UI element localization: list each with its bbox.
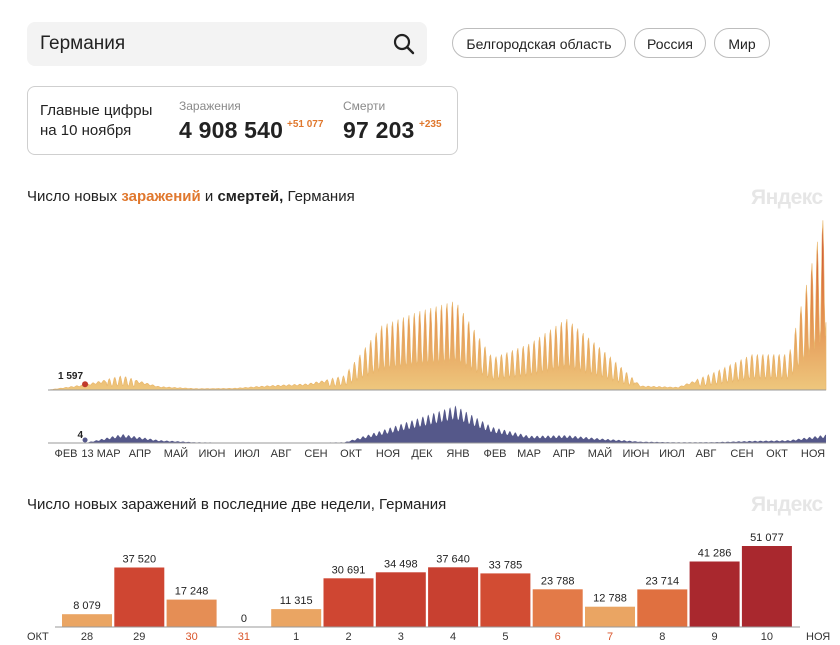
timeline-month-label: СЕН (730, 448, 753, 460)
cases-value: 4 908 540 (179, 117, 284, 143)
summary-title-date: на 10 ноября (40, 122, 132, 139)
bar-day-label: 30 (185, 631, 197, 643)
bar-day-label: 31 (238, 631, 250, 643)
bar-value-label: 34 498 (384, 558, 418, 570)
region-button-world[interactable]: Мир (714, 28, 770, 58)
cases-marker-label: 1 597 (58, 371, 83, 382)
bar-day-label: 5 (502, 631, 508, 643)
bar-day-label: 6 (555, 631, 561, 643)
bar-9 (689, 561, 740, 627)
bar-day-label: 1 (293, 631, 299, 643)
timeline-month-label: ФЕВ (54, 448, 77, 460)
yandex-watermark: Яндекс (751, 186, 823, 209)
bar-value-label: 8 079 (73, 600, 101, 612)
deaths-value: 97 203 (343, 117, 415, 143)
bar-value-label: 23 788 (541, 575, 575, 587)
timeline-month-label: НОЯ (801, 448, 825, 460)
timeline-month-label: ЯНВ (446, 448, 469, 460)
bar-8 (637, 589, 688, 627)
bar-value-label: 30 691 (332, 564, 366, 576)
timeline-month-label: МАЙ (588, 447, 612, 460)
region-button-belgorod[interactable]: Белгородская область (452, 28, 626, 58)
summary-title: Главные цифры на 10 ноября (40, 101, 152, 141)
deaths-marker-label: 4 (77, 430, 83, 441)
deaths-marker (82, 437, 88, 443)
chart1-title-deaths: смертей, (217, 188, 284, 205)
bar-value-label: 23 714 (645, 575, 679, 587)
bar-10 (741, 546, 792, 627)
timeline-month-label: АПР (129, 448, 151, 460)
bar-7 (585, 606, 635, 627)
search-icon[interactable] (393, 33, 415, 55)
bar-value-label: 37 520 (122, 554, 156, 566)
summary-card: Главные цифры на 10 ноября Заражения 4 9… (27, 86, 458, 155)
bar-value-label: 17 248 (175, 586, 209, 598)
deaths-delta: +235 (419, 119, 442, 130)
timeline-month-label: ФЕВ (483, 448, 506, 460)
bar-day-label: 9 (712, 631, 718, 643)
bar-day-label: 2 (345, 631, 351, 643)
bar-day-label: 28 (81, 631, 93, 643)
timeline-month-label: 13 МАР (81, 448, 120, 460)
cases-label: Заражения (179, 99, 241, 113)
bar-day-label: 29 (133, 631, 145, 643)
bar-30 (166, 599, 217, 627)
cases-area (47, 220, 827, 391)
bar-value-label: 41 286 (698, 548, 732, 560)
timeline-month-label: ОКТ (340, 448, 362, 460)
timeline-month-label: ИЮЛ (659, 448, 685, 460)
bar-day-label: 10 (761, 631, 773, 643)
bar-1 (271, 609, 322, 627)
timeline-month-label: АВГ (271, 448, 292, 460)
chart1-title: Число новых заражений и смертей, Германи… (27, 188, 355, 205)
bar-day-label: 4 (450, 631, 456, 643)
timeline-month-label: ИЮЛ (234, 448, 260, 460)
summary-title-line1: Главные цифры (40, 102, 153, 119)
bar-value-label: 11 315 (280, 595, 313, 607)
deaths-area (48, 405, 826, 443)
timeline-month-label: ОКТ (766, 448, 788, 460)
bar-day-label: 3 (398, 631, 404, 643)
timeline-month-label: СЕН (304, 448, 327, 460)
chart1-title-suffix: Германия (283, 188, 355, 205)
cases-delta: +51 077 (287, 119, 324, 130)
timeline-month-label: ИЮН (199, 448, 226, 460)
search-box[interactable]: Германия (27, 22, 427, 66)
bar-28 (62, 614, 112, 627)
bar-value-label: 0 (241, 613, 247, 625)
bars-month-left: ОКТ (27, 631, 49, 643)
chart1-title-and: и (200, 188, 218, 205)
bar-day-label: 7 (607, 631, 613, 643)
bar-2 (323, 578, 374, 627)
timeline-month-label: АВГ (696, 448, 717, 460)
bar-5 (480, 573, 531, 627)
region-button-russia[interactable]: Россия (634, 28, 706, 58)
timeline-month-label: ДЕК (411, 448, 433, 460)
bars-month-right: НОЯ (806, 631, 830, 643)
bar-29 (114, 567, 165, 627)
timeline-month-label: НОЯ (376, 448, 400, 460)
chart1-title-prefix: Число новых (27, 188, 122, 205)
bar-4 (428, 567, 479, 627)
bar-value-label: 37 640 (436, 553, 470, 565)
timeline-month-label: АПР (553, 448, 575, 460)
timeline-month-label: МАР (517, 448, 541, 460)
chart2-title: Число новых заражений в последние две не… (27, 496, 447, 513)
chart1-title-cases: заражений (121, 188, 201, 205)
bar-6 (532, 589, 583, 627)
bar-value-label: 33 785 (489, 559, 523, 571)
deaths-label: Смерти (343, 99, 386, 113)
search-input[interactable]: Германия (40, 33, 126, 54)
timeline-month-label: МАЙ (164, 447, 188, 460)
bar-value-label: 51 077 (750, 532, 784, 544)
bar-3 (375, 572, 426, 627)
cases-marker (82, 381, 89, 388)
timeline-month-label: ИЮН (623, 448, 650, 460)
bar-value-label: 12 788 (593, 593, 627, 605)
bar-day-label: 8 (659, 631, 665, 643)
yandex-watermark-2: Яндекс (751, 493, 823, 516)
